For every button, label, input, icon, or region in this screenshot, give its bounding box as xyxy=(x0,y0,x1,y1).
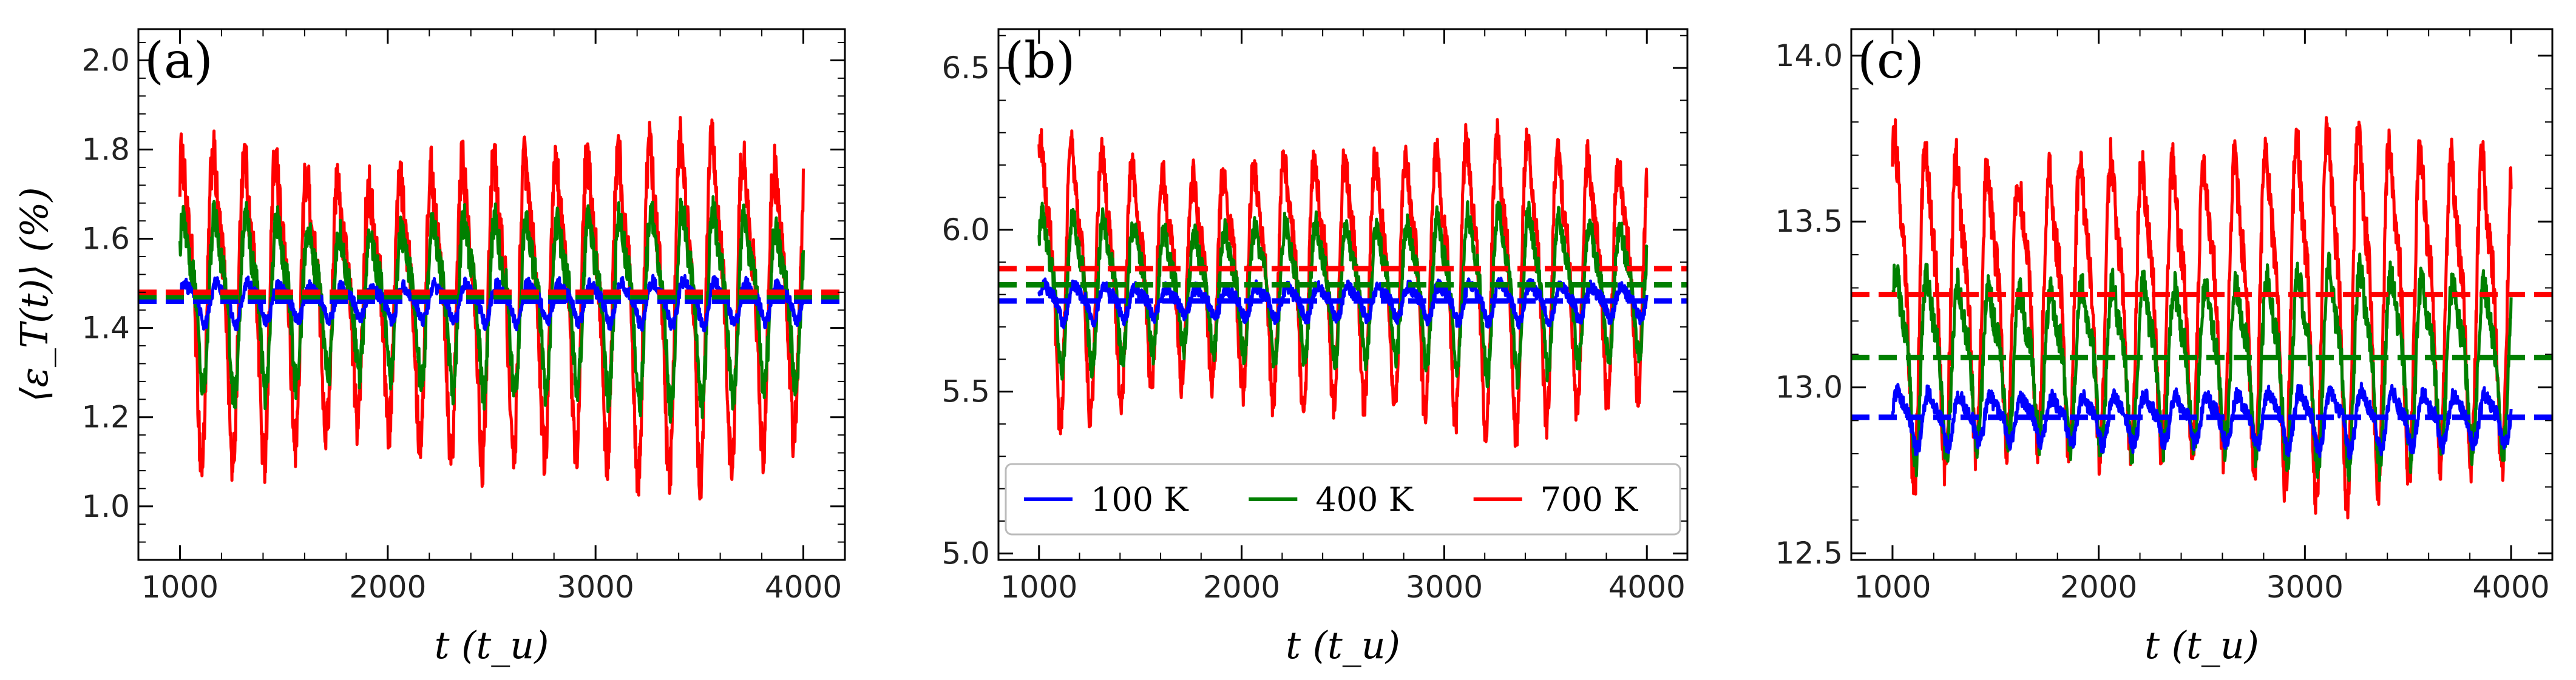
chart-panel-1: 1000 2000 3000 4000 1.0 1.2 1.4 1.6 1.8 2.0 t (t_u… xyxy=(12,28,846,667)
legend: 100 K 400 K 700 K xyxy=(1005,463,1681,536)
plot-frame xyxy=(1850,28,2554,561)
y-tick-label: 13.0 xyxy=(1775,370,1843,405)
chart-panel-3: 1000 2000 3000 4000 12.5 13.0 13.5 14.0 t (t_u) (… xyxy=(1775,28,2554,667)
y-axis-label: ⟨ε_T(t)⟩ (%) xyxy=(12,187,56,402)
x-tick-label: 4000 xyxy=(765,570,842,605)
y-tick-label: 1.8 xyxy=(81,132,130,167)
x-tick-label: 2000 xyxy=(2060,570,2137,605)
y-tick-label: 6.0 xyxy=(941,212,990,247)
x-tick-label: 3000 xyxy=(557,570,634,605)
y-tick-label: 6.5 xyxy=(941,50,990,86)
panel-label: (a) xyxy=(144,32,213,90)
y-tick-label: 2.0 xyxy=(81,42,130,78)
legend-entry: 700 K xyxy=(1541,480,1639,519)
x-tick-label: 1000 xyxy=(141,570,219,605)
x-tick-label: 4000 xyxy=(2472,570,2549,605)
panel-label: (b) xyxy=(1005,32,1075,90)
x-tick-label: 3000 xyxy=(2266,570,2344,605)
y-tick-label: 1.6 xyxy=(81,221,130,257)
y-tick-label: 1.4 xyxy=(81,311,130,346)
x-tick-label: 3000 xyxy=(1406,570,1483,605)
series-line-700k xyxy=(1891,116,2513,520)
x-axis-label: t (t_u) xyxy=(2144,623,2259,667)
x-tick-label: 1000 xyxy=(1000,570,1077,605)
chart-panel-2: 1000 2000 3000 4000 5.0 5.5 6.0 6.5 t (t_u) (b) 10… xyxy=(941,28,1689,667)
series-line-700k xyxy=(1037,118,1649,448)
x-axis-label: t (t_u) xyxy=(1286,623,1400,667)
y-tick-label: 1.0 xyxy=(81,489,130,524)
series-line-100k xyxy=(1037,277,1649,330)
series-line-100k xyxy=(1891,382,2513,460)
y-tick-label: 5.0 xyxy=(941,536,990,571)
legend-box xyxy=(1005,463,1681,536)
series-line-700k xyxy=(178,116,805,501)
x-tick-label: 4000 xyxy=(1608,570,1686,605)
y-tick-label: 5.5 xyxy=(941,374,990,409)
series-line-400k xyxy=(178,195,805,424)
y-tick-label: 13.5 xyxy=(1775,204,1843,239)
legend-entry: 400 K xyxy=(1315,480,1414,519)
y-tick-label: 1.2 xyxy=(81,400,130,435)
y-tick-label: 12.5 xyxy=(1775,536,1843,571)
x-axis-label: t (t_u) xyxy=(435,623,549,667)
x-tick-label: 1000 xyxy=(1854,570,1931,605)
x-tick-label: 2000 xyxy=(349,570,426,605)
series-line-400k xyxy=(1037,200,1649,390)
legend-entry: 100 K xyxy=(1091,480,1189,519)
plot-frame xyxy=(137,28,846,561)
panel-label: (c) xyxy=(1857,32,1924,90)
series-line-400k xyxy=(1891,251,2513,482)
x-tick-label: 2000 xyxy=(1203,570,1280,605)
series-line-100k xyxy=(178,274,805,332)
y-tick-label: 14.0 xyxy=(1775,38,1843,73)
